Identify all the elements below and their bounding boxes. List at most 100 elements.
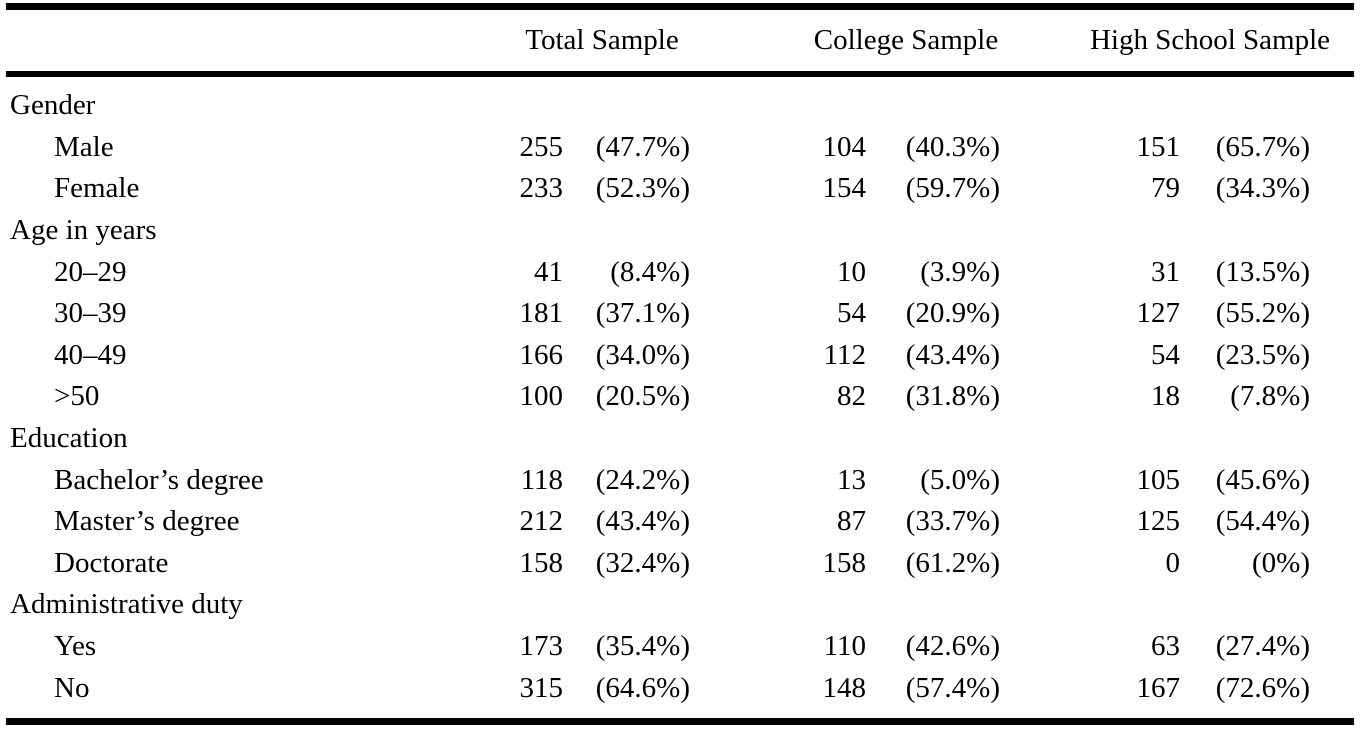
total-count: 212 <box>519 505 564 538</box>
table-row-masters: Master’s degree 212 (43.4%) 87 (33.7%) 1… <box>6 501 1354 543</box>
college-count: 13 <box>837 463 866 496</box>
total-percent: (20.5%) <box>595 380 690 413</box>
high-school-percent: (27.4%) <box>1215 630 1310 663</box>
high-school-percent: (45.6%) <box>1215 463 1310 496</box>
total-count: 233 <box>519 172 564 205</box>
table-row-age-20-29: 20–29 41 (8.4%) 10 (3.9%) 31 (13.5%) <box>6 251 1354 293</box>
high-school-percent: (55.2%) <box>1215 297 1310 330</box>
row-label: Female <box>54 172 140 205</box>
college-percent: (43.4%) <box>905 338 1000 371</box>
section-row-gender: Gender <box>6 85 1354 127</box>
high-school-count: 125 <box>1136 505 1181 538</box>
row-label: >50 <box>54 380 100 413</box>
total-count: 255 <box>519 130 564 163</box>
row-label: Master’s degree <box>54 505 240 538</box>
total-count: 118 <box>520 463 563 496</box>
section-label: Gender <box>10 89 96 122</box>
college-count: 10 <box>837 255 866 288</box>
total-percent: (8.4%) <box>610 255 690 288</box>
high-school-count: 54 <box>1151 338 1180 371</box>
college-percent: (40.3%) <box>905 130 1000 163</box>
row-label: 20–29 <box>54 255 127 288</box>
high-school-percent: (13.5%) <box>1215 255 1310 288</box>
total-count: 41 <box>534 255 563 288</box>
section-label: Education <box>10 422 128 455</box>
total-percent: (32.4%) <box>595 546 690 579</box>
college-percent: (5.0%) <box>920 463 1000 496</box>
college-count: 87 <box>837 505 866 538</box>
row-label: No <box>54 671 90 704</box>
college-percent: (57.4%) <box>905 671 1000 704</box>
section-row-age: Age in years <box>6 210 1354 252</box>
college-percent: (42.6%) <box>905 630 1000 663</box>
high-school-count: 151 <box>1136 130 1181 163</box>
row-label: Bachelor’s degree <box>54 463 264 496</box>
college-percent: (61.2%) <box>905 546 1000 579</box>
section-row-education: Education <box>6 418 1354 460</box>
total-percent: (34.0%) <box>595 338 690 371</box>
total-count: 166 <box>519 338 564 371</box>
total-percent: (37.1%) <box>595 297 690 330</box>
college-percent: (31.8%) <box>905 380 1000 413</box>
column-header-college-sample: College Sample <box>813 24 999 56</box>
table-row-age-40-49: 40–49 166 (34.0%) 112 (43.4%) 54 (23.5%) <box>6 335 1354 377</box>
college-count: 110 <box>823 630 866 663</box>
total-percent: (43.4%) <box>595 505 690 538</box>
total-percent: (47.7%) <box>595 130 690 163</box>
column-header-total-sample: Total Sample <box>525 24 679 56</box>
column-header-high-school-sample: High School Sample <box>1089 24 1331 56</box>
college-percent: (33.7%) <box>905 505 1000 538</box>
table-row-age-over-50: >50 100 (20.5%) 82 (31.8%) 18 (7.8%) <box>6 376 1354 418</box>
total-percent: (35.4%) <box>595 630 690 663</box>
high-school-count: 18 <box>1151 380 1180 413</box>
row-label: 30–39 <box>54 297 127 330</box>
college-count: 148 <box>822 671 867 704</box>
total-percent: (64.6%) <box>595 671 690 704</box>
total-percent: (52.3%) <box>595 172 690 205</box>
high-school-percent: (23.5%) <box>1215 338 1310 371</box>
high-school-count: 31 <box>1151 255 1180 288</box>
section-row-administrative-duty: Administrative duty <box>6 584 1354 626</box>
college-count: 82 <box>837 380 866 413</box>
high-school-percent: (34.3%) <box>1215 172 1310 205</box>
table-row-doctorate: Doctorate 158 (32.4%) 158 (61.2%) 0 (0%) <box>6 543 1354 585</box>
high-school-percent: (65.7%) <box>1215 130 1310 163</box>
total-count: 100 <box>519 380 564 413</box>
row-label: 40–49 <box>54 338 127 371</box>
table-row-male: Male 255 (47.7%) 104 (40.3%) 151 (65.7%) <box>6 127 1354 169</box>
high-school-count: 127 <box>1136 297 1181 330</box>
table-row-bachelors: Bachelor’s degree 118 (24.2%) 13 (5.0%) … <box>6 459 1354 501</box>
total-count: 315 <box>519 671 564 704</box>
college-percent: (59.7%) <box>905 172 1000 205</box>
table-row-female: Female 233 (52.3%) 154 (59.7%) 79 (34.3%… <box>6 168 1354 210</box>
high-school-percent: (7.8%) <box>1230 380 1310 413</box>
high-school-count: 0 <box>1165 546 1181 579</box>
high-school-count: 79 <box>1151 172 1180 205</box>
table-top-rule <box>6 3 1354 10</box>
college-count: 158 <box>822 546 867 579</box>
table-row-admin-no: No 315 (64.6%) 148 (57.4%) 167 (72.6%) <box>6 667 1354 709</box>
table-bottom-rule <box>6 717 1354 725</box>
section-label: Administrative duty <box>10 588 243 621</box>
college-count: 112 <box>823 338 866 371</box>
college-percent: (3.9%) <box>920 255 1000 288</box>
high-school-count: 63 <box>1151 630 1180 663</box>
row-label: Yes <box>54 630 97 663</box>
table-header-rule <box>6 71 1354 77</box>
demographics-table: Total Sample College Sample High School … <box>6 3 1354 725</box>
high-school-percent: (0%) <box>1252 546 1310 579</box>
total-percent: (24.2%) <box>595 463 690 496</box>
table-row-age-30-39: 30–39 181 (37.1%) 54 (20.9%) 127 (55.2%) <box>6 293 1354 335</box>
college-count: 154 <box>822 172 867 205</box>
table-row-admin-yes: Yes 173 (35.4%) 110 (42.6%) 63 (27.4%) <box>6 626 1354 668</box>
table-body: Gender Male 255 (47.7%) 104 (40.3%) 151 … <box>6 77 1354 718</box>
total-count: 181 <box>519 297 564 330</box>
row-label: Male <box>54 130 114 163</box>
total-count: 173 <box>519 630 564 663</box>
high-school-percent: (72.6%) <box>1215 671 1310 704</box>
section-label: Age in years <box>10 214 157 247</box>
college-count: 104 <box>822 130 867 163</box>
college-count: 54 <box>837 297 866 330</box>
table-header-row: Total Sample College Sample High School … <box>6 10 1354 71</box>
